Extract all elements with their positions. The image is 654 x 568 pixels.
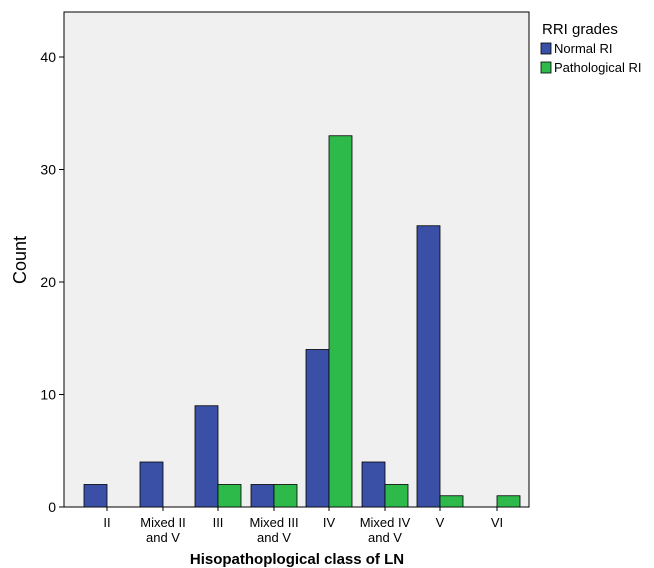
bar-normal-ri-3 (194, 405, 219, 508)
x-tick-label: V (436, 515, 445, 530)
legend-label-pathological-ri: Pathological RI (554, 60, 641, 75)
y-tick-label: 40 (40, 49, 56, 65)
x-tick-label: Mixed III and V (249, 515, 298, 545)
plot-area (63, 11, 530, 508)
bar-normal-ri-5 (305, 349, 330, 508)
bar-pathological-ri-4 (273, 484, 298, 508)
legend-swatch-normal-ri (540, 42, 552, 55)
bar-pathological-ri-8 (496, 495, 521, 508)
y-tick-label: 0 (48, 499, 56, 515)
bar-normal-ri-4 (250, 484, 275, 508)
x-tick-label: II (103, 515, 110, 530)
x-tick-label: Mixed IV and V (360, 515, 411, 545)
x-tick-label: IV (323, 515, 336, 530)
legend: RRI grades Normal RI Pathological RI (540, 21, 641, 75)
x-axis-title: Hisopathoplogical class of LN (190, 551, 404, 568)
bar-normal-ri-6 (361, 461, 386, 508)
bar-normal-ri-2 (139, 461, 164, 508)
bars-group (83, 135, 521, 508)
x-axis: II Mixed II and V III Mixed III and V IV Mixed … (103, 507, 503, 545)
legend-title: RRI grades (542, 21, 618, 38)
y-axis-title: Count (10, 236, 30, 284)
bar-pathological-ri-6 (384, 484, 409, 508)
x-tick-label: III (213, 515, 224, 530)
legend-label-normal-ri: Normal RI (554, 41, 613, 56)
y-tick-label: 10 (40, 387, 56, 403)
y-tick-label: 20 (40, 274, 56, 290)
x-tick-label: VI (491, 515, 503, 530)
y-tick-label: 30 (40, 162, 56, 178)
legend-swatch-pathological-ri (540, 61, 552, 74)
x-tick-label: Mixed II and V (140, 515, 186, 545)
bar-pathological-ri-7 (439, 495, 464, 508)
bar-normal-ri-1 (83, 484, 108, 508)
bar-pathological-ri-5 (328, 135, 353, 508)
y-axis: 0 10 20 30 40 (40, 49, 64, 515)
bar-pathological-ri-3 (217, 484, 242, 508)
bar-normal-ri-7 (416, 225, 441, 508)
